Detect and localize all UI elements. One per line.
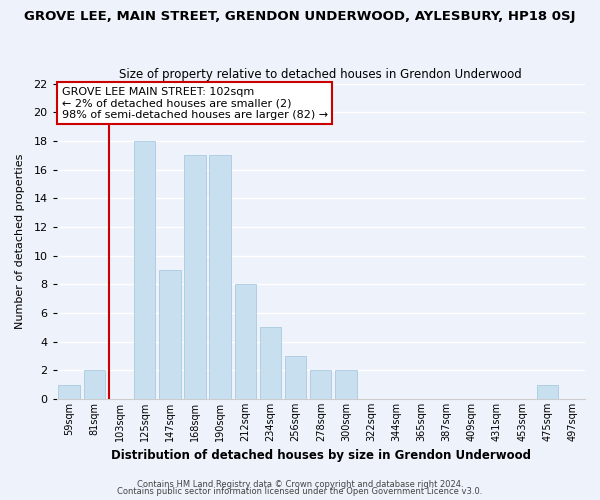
Bar [58,384,80,399]
Text: GROVE LEE, MAIN STREET, GRENDON UNDERWOOD, AYLESBURY, HP18 0SJ: GROVE LEE, MAIN STREET, GRENDON UNDERWOO… [24,10,576,23]
Text: GROVE LEE MAIN STREET: 102sqm
← 2% of detached houses are smaller (2)
98% of sem: GROVE LEE MAIN STREET: 102sqm ← 2% of de… [62,86,328,120]
Bar [209,156,231,399]
Bar [83,370,105,399]
Bar [285,356,307,399]
Text: Contains public sector information licensed under the Open Government Licence v3: Contains public sector information licen… [118,488,482,496]
Bar [184,156,206,399]
Bar [134,141,155,399]
Bar [235,284,256,399]
Title: Size of property relative to detached houses in Grendon Underwood: Size of property relative to detached ho… [119,68,522,81]
Text: Contains HM Land Registry data © Crown copyright and database right 2024.: Contains HM Land Registry data © Crown c… [137,480,463,489]
Bar [335,370,356,399]
Bar [260,328,281,399]
Bar [159,270,181,399]
Y-axis label: Number of detached properties: Number of detached properties [15,154,25,329]
Bar [310,370,331,399]
Bar [536,384,558,399]
X-axis label: Distribution of detached houses by size in Grendon Underwood: Distribution of detached houses by size … [111,450,531,462]
